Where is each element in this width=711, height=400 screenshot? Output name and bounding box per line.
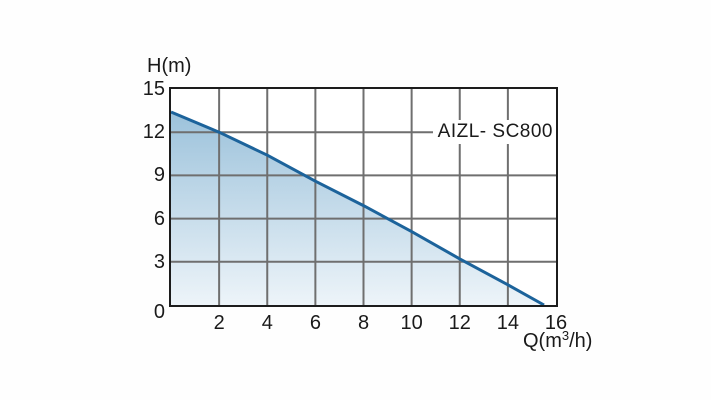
y-tick-label: 6 xyxy=(153,207,165,230)
x-axis-title: Q(m3/h) xyxy=(523,328,593,354)
x-axis-title-prefix: Q(m xyxy=(523,330,562,352)
y-tick-label: 15 xyxy=(142,78,165,100)
x-tick-label: 16 xyxy=(544,312,568,334)
plot-area: AIZL- SC800 xyxy=(169,87,558,307)
x-tick-label: 6 xyxy=(309,312,321,334)
y-tick-label: 9 xyxy=(153,164,165,187)
x-tick-label: 2 xyxy=(213,312,225,334)
y-tick-label: 0 xyxy=(153,301,165,323)
x-tick-label: 4 xyxy=(261,312,273,334)
x-axis-title-suffix: /h) xyxy=(569,330,593,352)
curve-area-fill xyxy=(171,112,544,305)
x-tick-label: 14 xyxy=(496,312,519,334)
x-tick-label: 10 xyxy=(400,312,423,334)
y-tick-label: 12 xyxy=(142,121,165,144)
series-label: AIZL- SC800 xyxy=(432,120,556,144)
y-axis-title: H(m) xyxy=(147,55,192,77)
x-tick-label: 8 xyxy=(357,312,370,334)
plot-svg xyxy=(171,89,556,305)
x-axis-title-superscript: 3 xyxy=(561,328,570,343)
x-tick-label: 12 xyxy=(448,312,471,334)
pump-curve-line xyxy=(171,110,545,305)
y-tick-label: 3 xyxy=(153,250,165,273)
